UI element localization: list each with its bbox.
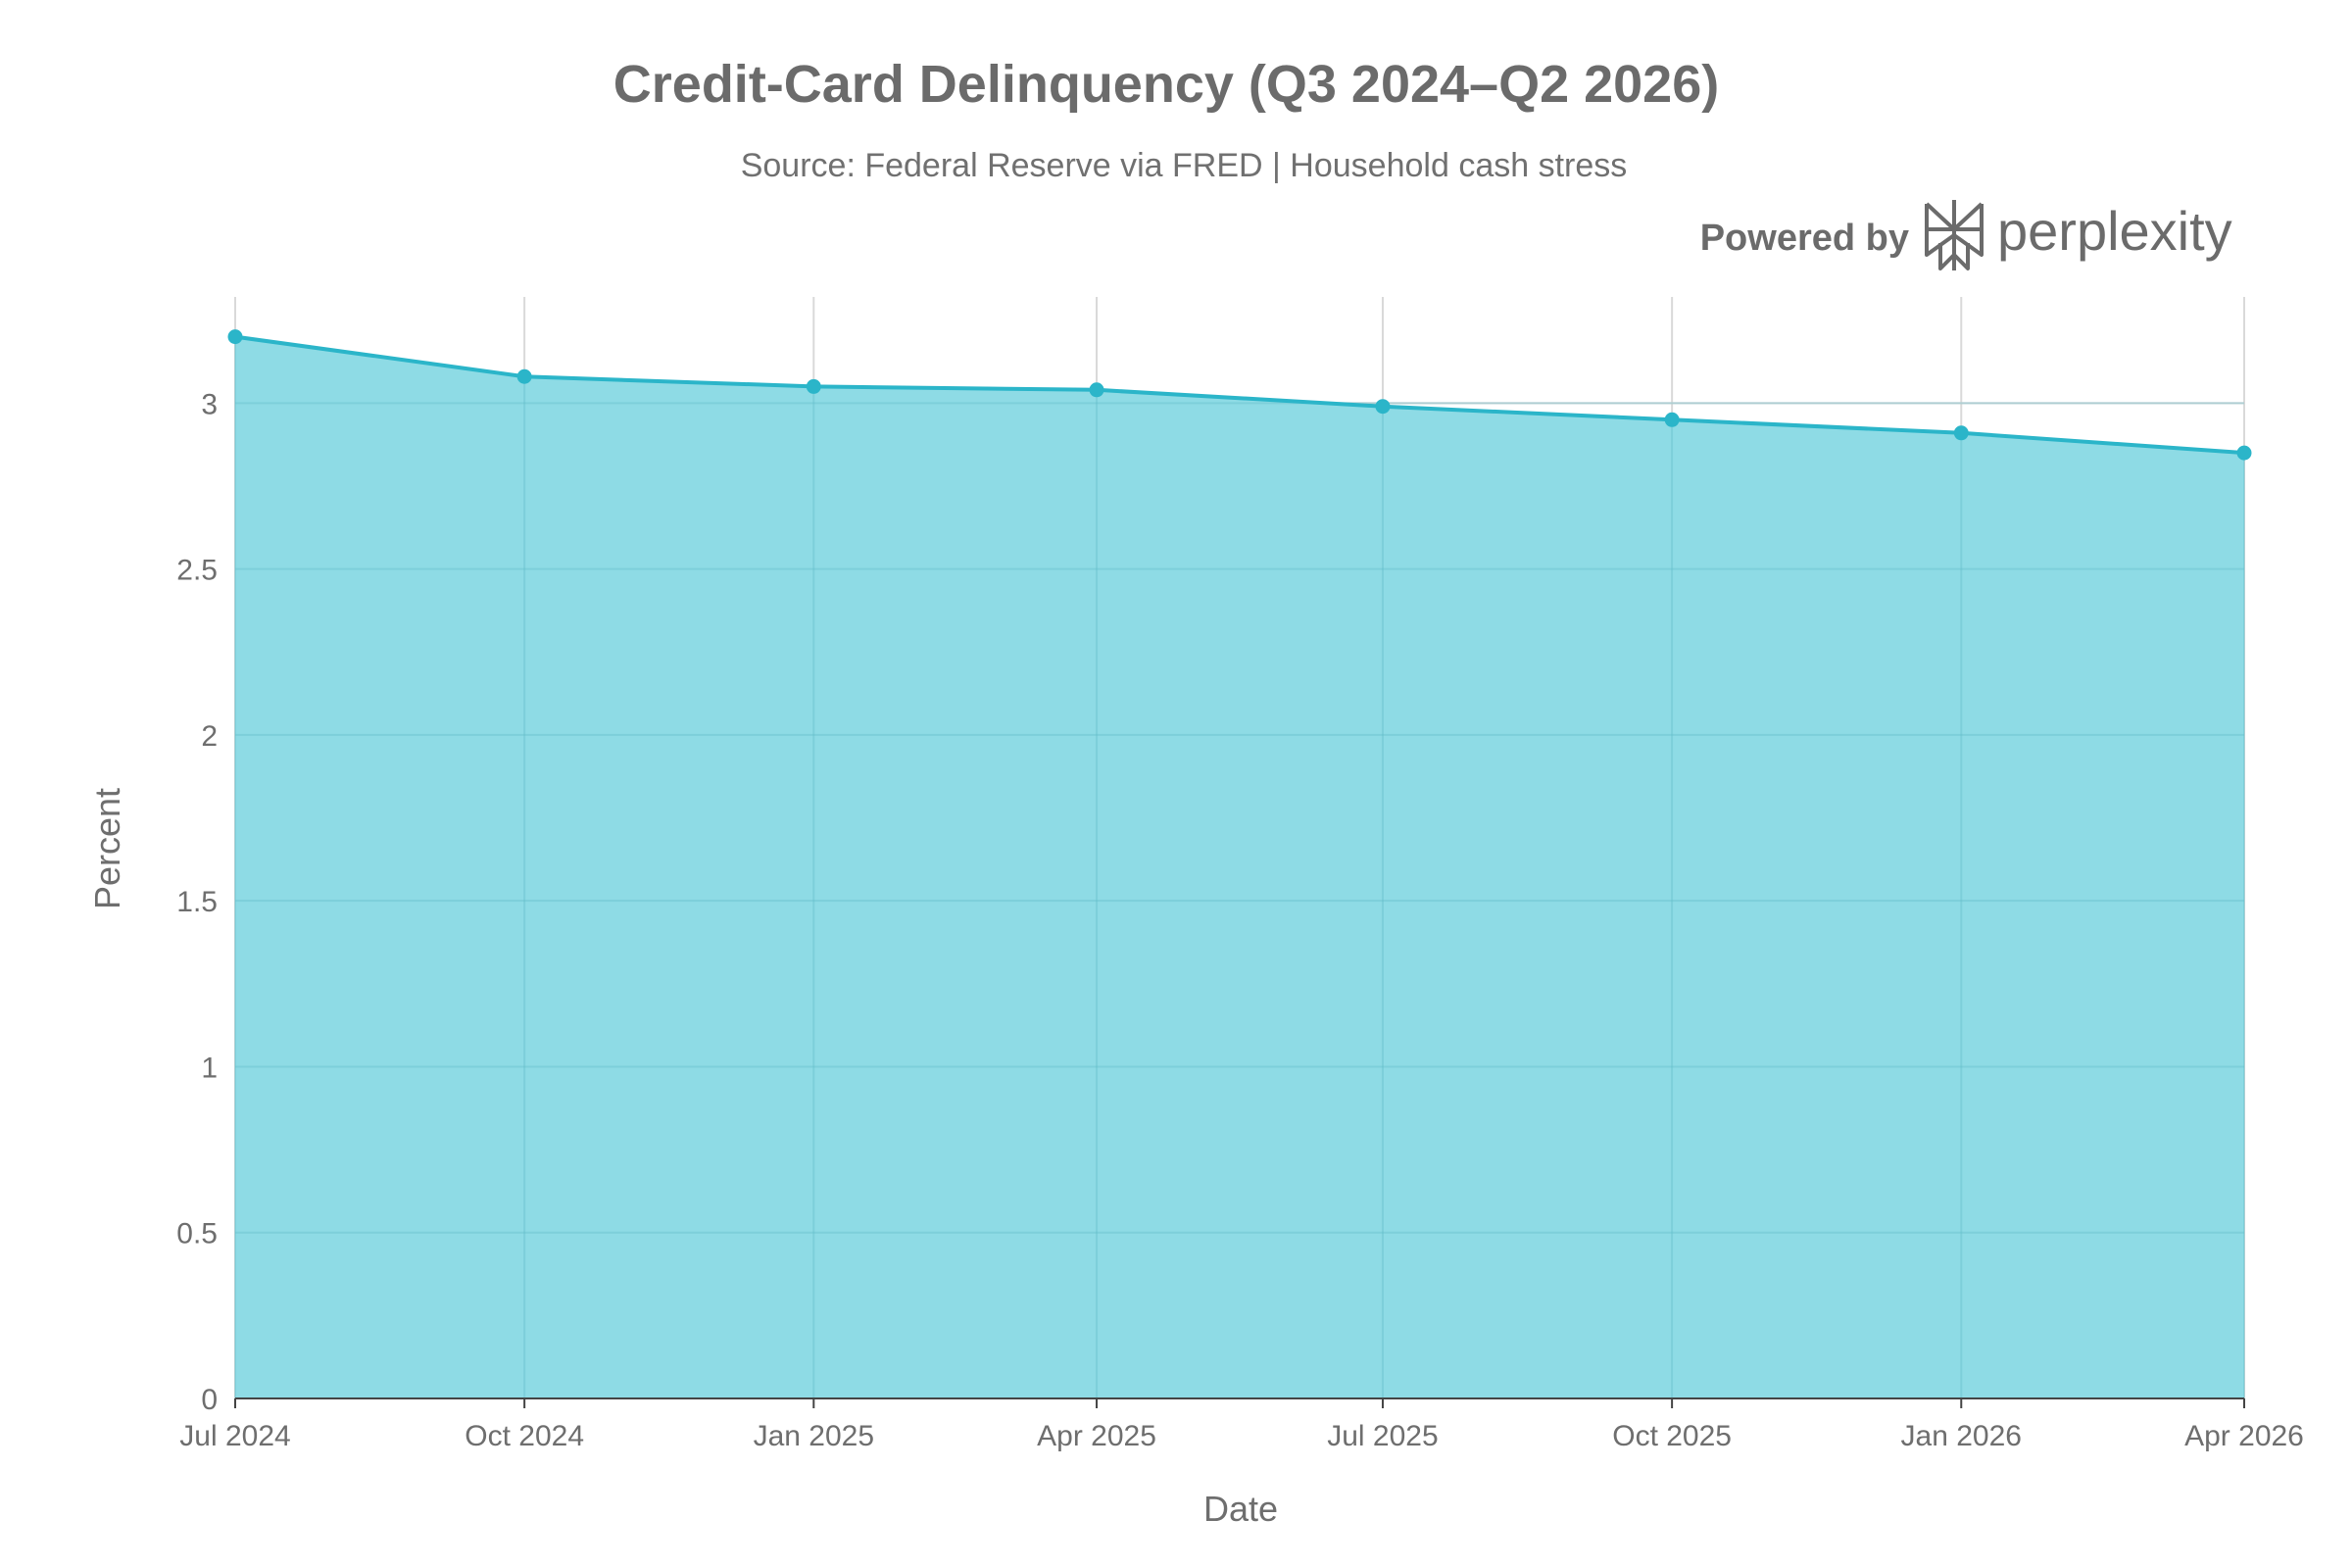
- data-point: [1953, 425, 1969, 441]
- data-point: [2236, 445, 2252, 461]
- y-tick-label: 0.5: [176, 1218, 218, 1250]
- chart-subtitle: Source: Federal Reserve via FRED | House…: [741, 147, 1628, 184]
- x-tick-label: Apr 2025: [1037, 1420, 1156, 1452]
- y-tick-label: 3: [201, 388, 218, 420]
- y-tick-label: 1: [201, 1052, 218, 1084]
- y-tick-label: 1.5: [176, 886, 218, 918]
- plot-area: 0 0.5 1 1.5 2 2.5 3 Jul 2024 Oct 2024 Jan 2025 Apr…: [176, 297, 2304, 1452]
- x-tick-label: Jul 2025: [1327, 1420, 1438, 1452]
- x-tick-label: Jan 2026: [1901, 1420, 2022, 1452]
- data-point: [227, 329, 243, 345]
- x-axis-title: Date: [1203, 1489, 1278, 1529]
- y-tick-label: 2: [201, 720, 218, 753]
- y-tick-label: 0: [201, 1384, 218, 1416]
- x-tick-label: Jan 2025: [754, 1420, 874, 1452]
- chart-title: Credit-Card Delinquency (Q3 2024–Q2 2026…: [613, 55, 1719, 114]
- x-tick-label: Apr 2026: [2184, 1420, 2304, 1452]
- data-point: [1089, 382, 1104, 398]
- perplexity-wordmark: perplexity: [1997, 200, 2232, 262]
- data-point: [806, 378, 821, 394]
- data-point: [1375, 399, 1391, 415]
- powered-by-badge[interactable]: Powered by perplexity: [1700, 200, 2232, 270]
- data-point: [516, 368, 532, 384]
- x-tick-label: Oct 2024: [465, 1420, 584, 1452]
- series-line: [234, 334, 2245, 456]
- area-fill: [235, 336, 2244, 1399]
- data-point: [1664, 412, 1680, 427]
- powered-by-label: Powered by: [1700, 218, 1909, 259]
- y-tick-label: 2.5: [176, 555, 218, 587]
- perplexity-logo-icon: [1925, 200, 1984, 270]
- y-axis-title: Percent: [87, 788, 127, 909]
- x-tick-label: Jul 2024: [179, 1420, 290, 1452]
- x-tick-label: Oct 2025: [1612, 1420, 1732, 1452]
